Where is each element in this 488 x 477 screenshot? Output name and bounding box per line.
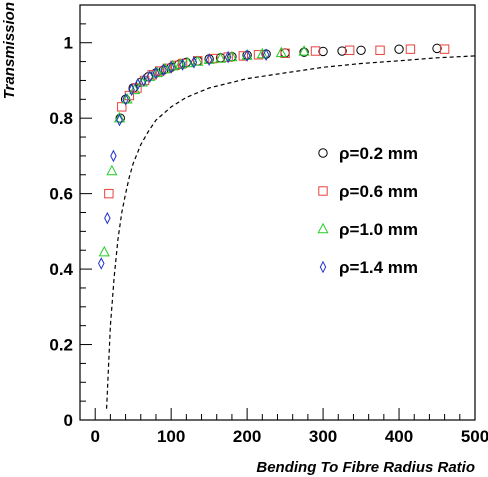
legend-label: ρ=0.2 mm bbox=[339, 144, 418, 163]
data-point-square bbox=[238, 51, 249, 61]
legend-marker-circle bbox=[318, 148, 328, 158]
data-point-triangle bbox=[136, 76, 148, 87]
y-tick-label: 0.2 bbox=[49, 336, 73, 355]
data-point-triangle bbox=[226, 50, 238, 62]
data-point-triangle bbox=[214, 52, 227, 63]
data-point-diamond bbox=[116, 113, 123, 127]
data-point-triangle bbox=[182, 56, 194, 68]
data-point-diamond bbox=[262, 48, 270, 62]
x-tick-label: 400 bbox=[385, 427, 413, 446]
data-point-triangle bbox=[151, 66, 164, 78]
x-tick-label: 300 bbox=[309, 427, 337, 446]
data-point-square bbox=[439, 44, 450, 54]
x-axis-title: Bending To Fibre Radius Ratio bbox=[256, 459, 475, 476]
data-point-triangle bbox=[121, 93, 133, 104]
legend-label: ρ=1.0 mm bbox=[339, 220, 418, 239]
data-points-layer bbox=[98, 43, 450, 270]
x-tick-label: 500 bbox=[461, 427, 488, 446]
series-diamond bbox=[98, 48, 270, 270]
data-point-square bbox=[253, 50, 264, 60]
series-circle bbox=[115, 43, 442, 123]
data-point-diamond bbox=[205, 53, 213, 66]
data-point-circle bbox=[432, 43, 442, 54]
data-point-diamond bbox=[146, 70, 154, 83]
y-tick-label: 0.4 bbox=[49, 260, 73, 279]
y-tick-label: 0.6 bbox=[49, 185, 73, 204]
legend-marker-triangle bbox=[317, 222, 329, 234]
reference-curve bbox=[106, 55, 476, 409]
data-point-diamond bbox=[110, 149, 117, 163]
data-point-diamond bbox=[128, 83, 135, 97]
y-tick-label: 1 bbox=[64, 34, 73, 53]
plot-frame bbox=[79, 4, 476, 421]
data-point-circle bbox=[356, 45, 366, 55]
data-point-diamond bbox=[140, 74, 148, 87]
axis-ticks-layer: 0 100 200 300 400 500 0 0.2 0.4 0.6 0.8 1 bbox=[49, 4, 488, 446]
legend: ρ=0.2 mm ρ=0.6 mm ρ=1.0 mm ρ=1.4 mm bbox=[317, 144, 418, 277]
data-point-circle bbox=[318, 46, 328, 57]
legend-label: ρ=0.6 mm bbox=[339, 182, 418, 201]
data-point-circle bbox=[394, 44, 404, 54]
data-point-diamond bbox=[122, 93, 129, 106]
data-point-diamond bbox=[104, 211, 111, 225]
data-point-diamond bbox=[243, 49, 251, 62]
data-point-triangle bbox=[98, 245, 110, 257]
plot-area-border bbox=[79, 4, 476, 421]
data-point-square bbox=[375, 45, 385, 55]
x-tick-label: 200 bbox=[233, 427, 261, 446]
y-tick-label: 0.8 bbox=[49, 109, 73, 128]
data-point-triangle bbox=[113, 111, 126, 123]
data-point-square bbox=[280, 48, 290, 58]
data-point-diamond bbox=[98, 257, 105, 270]
reference-curve-layer bbox=[106, 55, 476, 409]
legend-marker-square bbox=[318, 186, 328, 196]
legend-marker-diamond bbox=[319, 260, 327, 274]
data-point-diamond bbox=[167, 60, 175, 74]
data-point-diamond bbox=[160, 63, 167, 77]
data-point-circle bbox=[299, 47, 309, 57]
legend-label: ρ=1.4 mm bbox=[339, 258, 418, 277]
data-point-diamond bbox=[179, 58, 186, 71]
data-point-triangle bbox=[106, 164, 118, 176]
data-point-triangle bbox=[298, 45, 310, 56]
y-tick-label: 0 bbox=[64, 411, 73, 430]
data-point-square bbox=[117, 102, 127, 112]
data-point-diamond bbox=[224, 50, 232, 64]
data-point-square bbox=[208, 53, 218, 64]
data-point-circle bbox=[337, 46, 347, 56]
data-point-diamond bbox=[134, 77, 141, 91]
data-point-diamond bbox=[152, 66, 160, 80]
data-point-triangle bbox=[275, 46, 287, 58]
data-point-diamond bbox=[190, 56, 198, 69]
data-point-square bbox=[405, 44, 416, 54]
data-point-square bbox=[344, 45, 355, 55]
y-axis-title: Transmission bbox=[1, 2, 18, 99]
data-point-square bbox=[310, 46, 321, 56]
x-tick-label: 100 bbox=[157, 427, 185, 446]
x-tick-label: 0 bbox=[90, 427, 99, 446]
series-triangle bbox=[98, 45, 310, 257]
data-point-square bbox=[104, 188, 114, 199]
data-point-triangle bbox=[174, 58, 186, 69]
